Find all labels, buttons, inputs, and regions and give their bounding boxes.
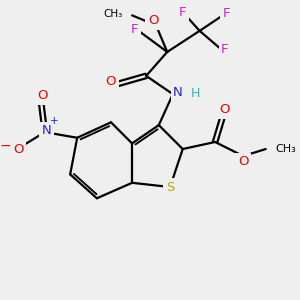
Text: S: S <box>166 181 174 194</box>
Text: O: O <box>238 155 248 168</box>
Text: O: O <box>220 103 230 116</box>
Text: F: F <box>131 23 139 36</box>
Text: F: F <box>221 43 229 56</box>
Text: O: O <box>148 14 158 28</box>
Text: O: O <box>37 89 47 102</box>
Text: N: N <box>41 124 51 137</box>
Text: H: H <box>191 87 200 100</box>
Text: F: F <box>179 6 187 19</box>
Text: +: + <box>50 116 59 126</box>
Text: CH₃: CH₃ <box>276 144 296 154</box>
Text: N: N <box>173 86 183 99</box>
Text: O: O <box>13 142 23 155</box>
Text: F: F <box>223 8 230 20</box>
Text: O: O <box>106 75 116 88</box>
Text: CH₃: CH₃ <box>103 9 122 19</box>
Text: −: − <box>0 139 11 153</box>
